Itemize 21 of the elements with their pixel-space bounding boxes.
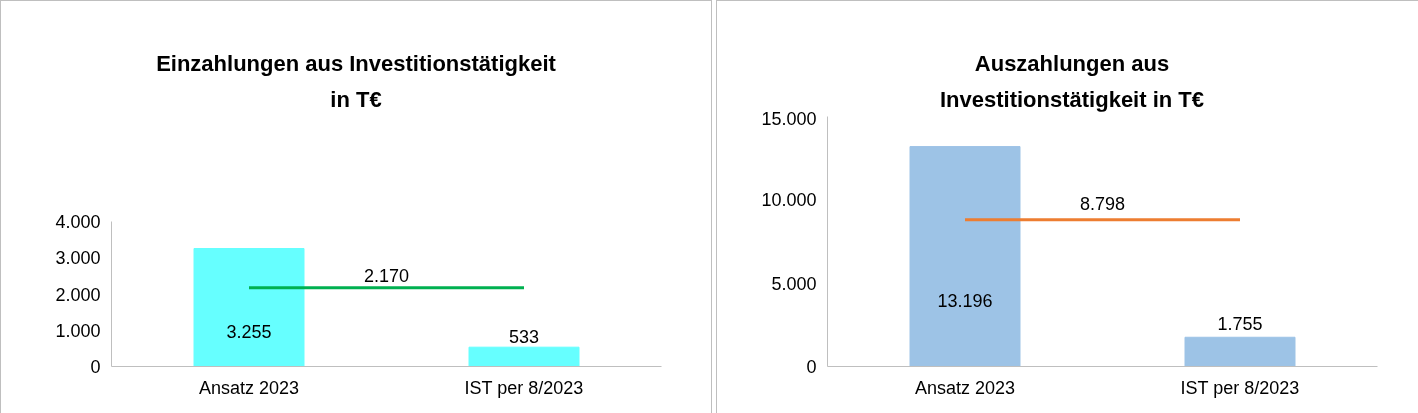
annotation: 8.798 (1079, 193, 1126, 214)
x-tick-label: Ansatz 2023 (198, 377, 300, 398)
y-tick-label: 5.000 (771, 273, 817, 294)
y-tick-label: 2.000 (55, 284, 101, 305)
y-tick-label: 15.000 (761, 108, 817, 129)
y-tick-label: 10.000 (761, 190, 817, 211)
data-label: 13.196 (937, 291, 993, 312)
chart-title: Auszahlungen aus Investitionstätigkeit in T€ (938, 50, 1205, 114)
data-label: 533 (508, 326, 540, 347)
y-tick-label: 1.000 (55, 320, 101, 341)
y-tick-label: 4.000 (55, 212, 101, 232)
y-tick-label: 3.000 (55, 248, 101, 269)
y-tick-label: 0 (90, 357, 101, 377)
y-tick-label: 0 (806, 357, 817, 377)
x-tick-label: IST per 8/2023 (464, 377, 584, 398)
chart-title: Einzahlungen aus Investitionstätigkeit in T€ (156, 50, 556, 114)
data-label: 1.755 (1217, 313, 1263, 334)
data-label: 3.255 (226, 321, 272, 342)
x-tick-label: IST per 8/2023 (1180, 377, 1300, 398)
annotation: 2.170 (363, 266, 410, 287)
x-tick-label: Ansatz 2023 (914, 377, 1016, 398)
